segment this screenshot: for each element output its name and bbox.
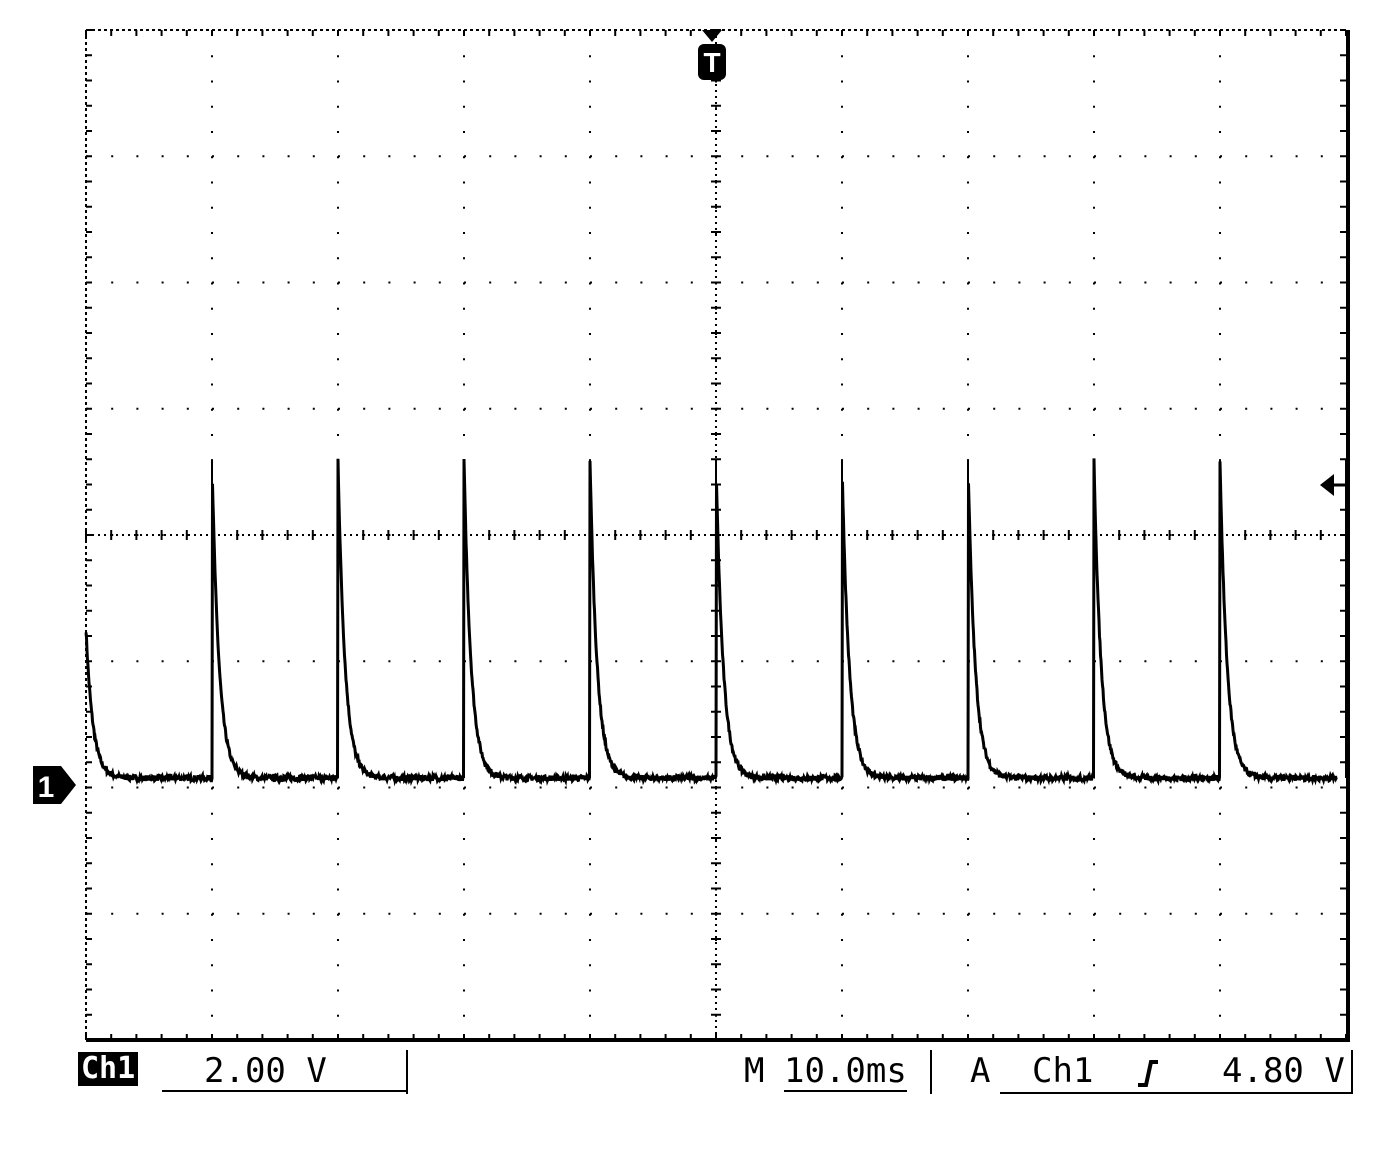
timebase-prefix: M: [744, 1051, 765, 1091]
channel-1-ground-marker[interactable]: 1: [33, 766, 76, 804]
channel-1-trace: [84, 458, 1347, 787]
timebase-box-divider: [930, 1050, 932, 1094]
trigger-level-readout: 4.80 V: [1222, 1051, 1345, 1091]
trace-line: [84, 458, 1338, 787]
left-arrow-icon[interactable]: [1320, 474, 1346, 496]
volts-per-div-readout[interactable]: 2.00 V: [162, 1052, 406, 1092]
trigger-settings-box[interactable]: Ch1 4.80 V: [1000, 1052, 1352, 1094]
markers: T 1: [33, 30, 1346, 804]
timebase-readout[interactable]: 10.0ms: [784, 1051, 907, 1092]
trigger-source: Ch1: [1032, 1051, 1094, 1091]
trigger-marker-label: T: [703, 47, 720, 78]
channel-label: Ch1: [78, 1052, 139, 1086]
trigger-box-divider: [1351, 1050, 1353, 1094]
rising-edge-icon: [1138, 1060, 1158, 1087]
channel-marker-label: 1: [38, 771, 55, 804]
graticule-frame: [85, 29, 1350, 1042]
trigger-position-marker[interactable]: T: [698, 30, 726, 80]
volts-box-divider: [406, 1050, 408, 1094]
trigger-mode: A: [970, 1051, 991, 1091]
